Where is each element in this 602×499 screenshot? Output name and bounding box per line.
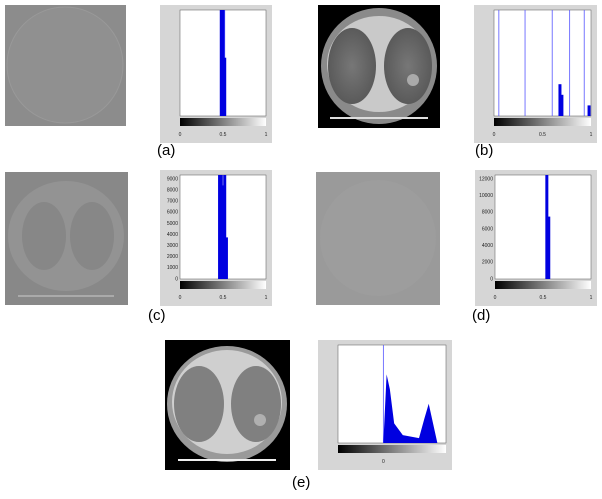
colorbar bbox=[180, 281, 266, 289]
y-tick-label: 2000 bbox=[167, 254, 178, 260]
x-tick-label: 0 bbox=[493, 132, 496, 138]
ct-lung bbox=[384, 28, 432, 104]
y-tick-label: 1000 bbox=[167, 265, 178, 271]
histogram-spike bbox=[558, 84, 562, 116]
histogram-spike bbox=[560, 94, 564, 116]
histogram-spike bbox=[219, 10, 223, 116]
histogram-spike bbox=[219, 175, 223, 279]
histogram: 0 0.5 1 12000 10000 8000 6000 4000 2000 0 bbox=[475, 170, 597, 306]
y-tick-label: 9000 bbox=[167, 176, 178, 182]
y-tick-label: 0 bbox=[490, 276, 493, 282]
y-tick-label: 12000 bbox=[479, 176, 493, 182]
y-tick-label: 6000 bbox=[167, 210, 178, 216]
x-tick-label: 1 bbox=[265, 132, 268, 138]
colorbar bbox=[495, 281, 591, 289]
histogram-spike bbox=[224, 237, 228, 279]
panel-label: (b) bbox=[475, 142, 493, 159]
x-tick-label: 0 bbox=[179, 295, 182, 301]
ct-body bbox=[6, 6, 124, 124]
y-tick-label: 3000 bbox=[167, 243, 178, 249]
histogram-spike bbox=[223, 175, 227, 279]
panel-label: (e) bbox=[292, 474, 310, 491]
panel-label: (a) bbox=[157, 142, 175, 159]
x-tick-label: 0 bbox=[179, 132, 182, 138]
ct-nodule bbox=[254, 414, 266, 426]
y-tick-label: 4000 bbox=[167, 232, 178, 238]
x-tick-label: 1 bbox=[590, 295, 593, 301]
y-tick-label: 4000 bbox=[482, 243, 493, 249]
histogram: 0 0.5 1 bbox=[160, 5, 272, 143]
y-tick-label: 10000 bbox=[479, 193, 493, 199]
histogram: 0 0.5 1 9000 8000 7000 6000 5000 4000 3000 2000 100… bbox=[160, 170, 272, 306]
histogram-spike bbox=[547, 216, 551, 279]
x-tick-label: 0.5 bbox=[540, 295, 547, 301]
images bbox=[5, 5, 440, 470]
y-tick-label: 2000 bbox=[482, 260, 493, 266]
x-tick-label: 0 bbox=[382, 459, 385, 465]
ct-lung bbox=[70, 202, 114, 270]
y-tick-label: 7000 bbox=[167, 199, 178, 205]
colorbar bbox=[180, 118, 266, 126]
x-tick-label: 1 bbox=[265, 295, 268, 301]
x-tick-label: 0.5 bbox=[539, 132, 546, 138]
panel-label: (c) bbox=[148, 307, 166, 324]
y-tick-label: 6000 bbox=[482, 226, 493, 232]
histogram-spike bbox=[218, 175, 222, 279]
ct-body bbox=[320, 180, 436, 296]
ct-lung bbox=[328, 28, 376, 104]
histogram-spike bbox=[221, 185, 225, 279]
colorbar bbox=[338, 445, 446, 453]
y-tick-label: 8000 bbox=[167, 187, 178, 193]
y-tick-label: 0 bbox=[175, 276, 178, 282]
plot-area bbox=[493, 9, 592, 117]
x-tick-label: 1 bbox=[590, 132, 593, 138]
histogram-spike bbox=[587, 105, 591, 116]
y-tick-label: 5000 bbox=[167, 221, 178, 227]
ct-lung bbox=[231, 366, 281, 442]
histogram-spike bbox=[221, 10, 225, 116]
x-tick-label: 0.5 bbox=[220, 132, 227, 138]
plot-area bbox=[494, 174, 592, 280]
panel-label: (d) bbox=[472, 307, 490, 324]
histogram-spike bbox=[545, 175, 549, 279]
x-tick-label: 0 bbox=[494, 295, 497, 301]
histogram-spike bbox=[223, 57, 227, 116]
ct-lung bbox=[174, 366, 224, 442]
histogram-area bbox=[383, 374, 438, 443]
colorbar bbox=[494, 118, 591, 126]
x-tick-label: 0.5 bbox=[220, 295, 227, 301]
y-tick-label: 8000 bbox=[482, 210, 493, 216]
ct-nodule bbox=[407, 74, 419, 86]
histogram: 0 bbox=[318, 340, 452, 470]
histogram: 0 0.5 1 bbox=[474, 5, 597, 143]
ct-lung bbox=[22, 202, 66, 270]
